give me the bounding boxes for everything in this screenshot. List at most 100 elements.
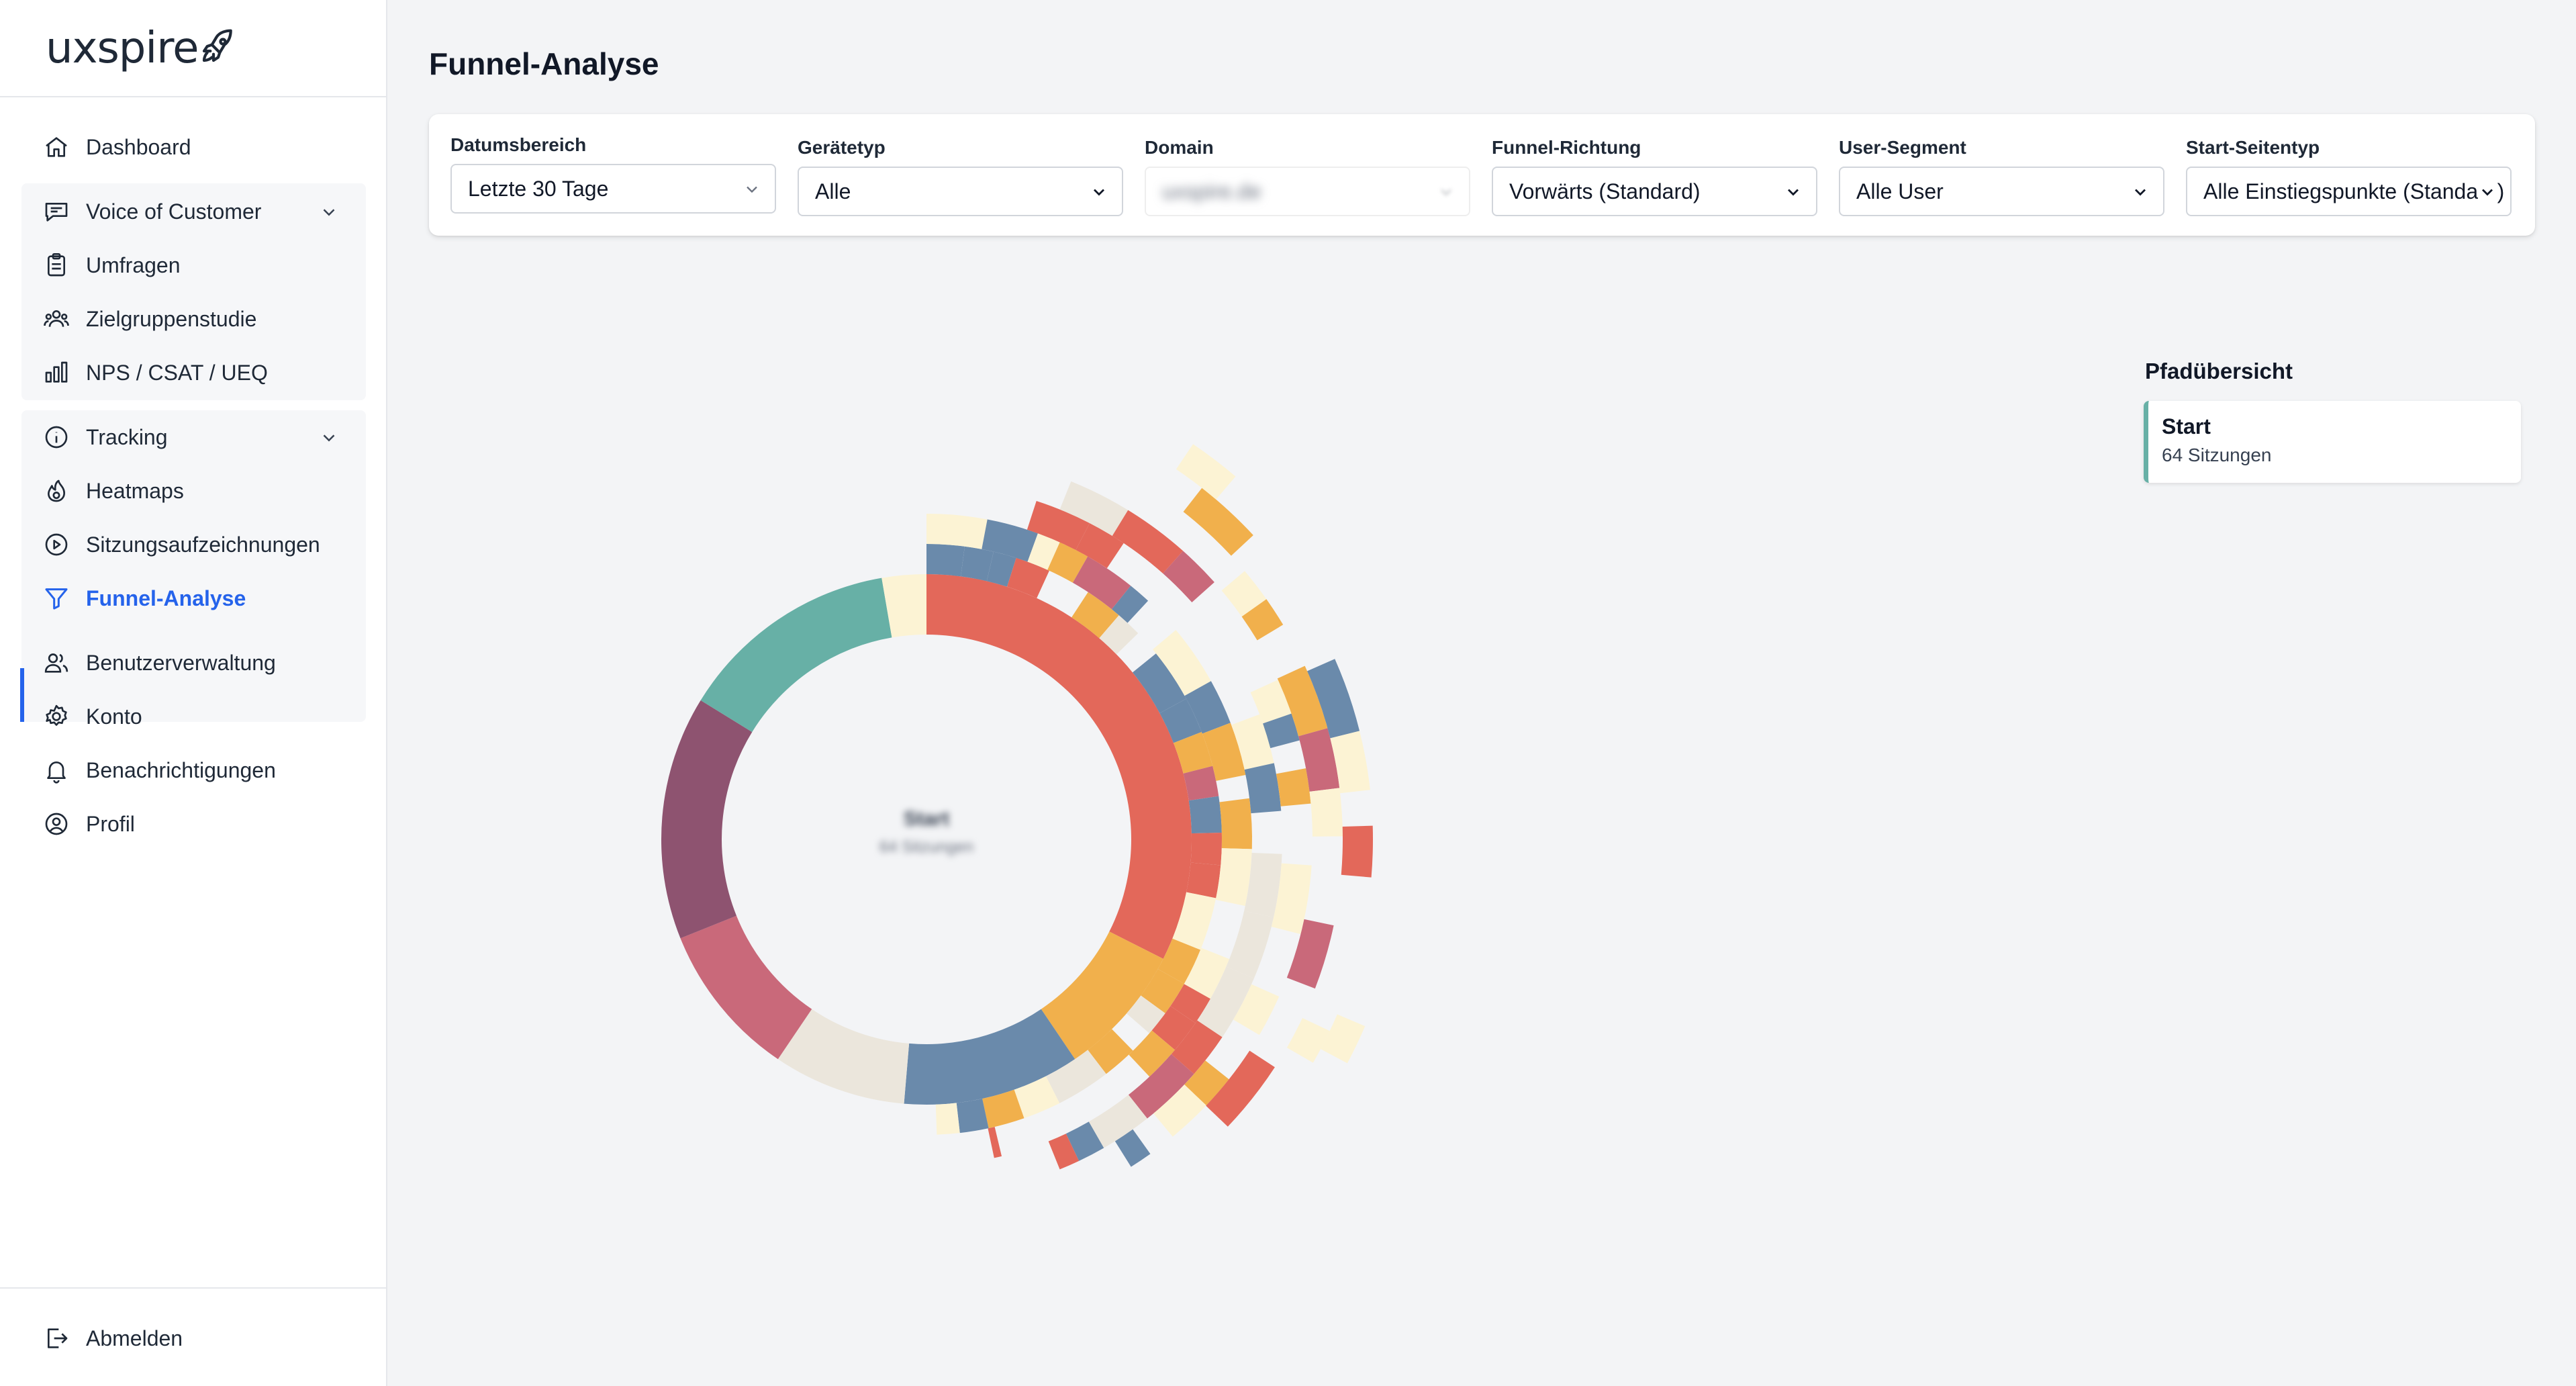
sunburst-segment[interactable] [1244,852,1282,918]
sunburst-segment[interactable] [1197,966,1254,1037]
sunburst-segment[interactable] [926,574,1192,959]
sidebar-item-profil[interactable]: Profil [21,800,366,848]
sunburst-segment[interactable] [1330,731,1370,794]
sunburst-segment[interactable] [1047,542,1088,583]
sunburst-segment[interactable] [1184,1060,1229,1106]
sunburst-segment[interactable] [1298,728,1340,792]
sunburst-segment[interactable] [935,1103,960,1135]
sunburst-segment[interactable] [1215,848,1252,907]
sunburst-segment[interactable] [926,514,988,549]
sunburst-segment[interactable] [1027,533,1060,570]
sunburst-segment[interactable] [777,1009,910,1104]
sunburst-segment[interactable] [1045,1050,1106,1103]
sunburst-segment[interactable] [1151,1006,1196,1050]
sunburst-segment[interactable] [1099,615,1139,655]
sunburst-segment[interactable] [1072,556,1131,610]
sidebar-item-nps-csat-ueq[interactable]: NPS / CSAT / UEQ [21,349,366,397]
sunburst-segment[interactable] [1277,665,1328,737]
sunburst-segment[interactable] [1307,659,1360,739]
sunburst-segment[interactable] [1219,798,1252,849]
sunburst-segment[interactable] [904,1009,1076,1105]
sunburst-segment[interactable] [1132,653,1186,713]
sunburst-segment[interactable] [1014,1076,1060,1119]
sunburst-segment[interactable] [1226,911,1274,979]
sunburst-segment[interactable] [1111,586,1149,623]
sunburst-segment[interactable] [1027,500,1090,550]
sidebar-item-konto[interactable]: Konto [21,692,366,741]
sidebar-item-benachrichtigungen[interactable]: Benachrichtigungen [21,746,366,794]
sunburst-segment[interactable] [1250,680,1292,724]
sidebar-item-sitzungsaufzeichnungen[interactable]: Sitzungsaufzeichnungen [21,520,366,569]
sidebar-item-funnel-analyse[interactable]: Funnel-Analyse [21,574,366,622]
sunburst-segment[interactable] [1152,630,1211,696]
sunburst-segment[interactable] [1088,1095,1147,1148]
sunburst-segment[interactable] [1186,862,1221,898]
sunburst-segment[interactable] [1065,1121,1104,1161]
sunburst-segment[interactable] [1071,592,1119,639]
sunburst-segment[interactable] [1309,788,1343,837]
sidebar-item-zielgruppenstudie[interactable]: Zielgruppenstudie [21,295,366,343]
sunburst-segment[interactable] [1231,714,1274,770]
sunburst-segment[interactable] [982,519,1038,562]
sunburst-segment[interactable] [1321,1014,1366,1064]
sunburst-segment[interactable] [1172,892,1217,950]
sunburst-segment[interactable] [1076,523,1124,569]
sunburst-segment[interactable] [1183,488,1253,556]
sunburst-segment[interactable] [1173,732,1213,774]
sunburst-segment[interactable] [982,1089,1024,1129]
sunburst-segment[interactable] [1041,931,1163,1060]
sunburst-segment[interactable] [1202,723,1246,781]
sunburst-segment[interactable] [961,546,994,582]
sunburst-segment[interactable] [1206,1050,1275,1127]
sunburst-segment[interactable] [881,574,926,638]
sunburst-segment[interactable] [1233,984,1280,1035]
date-range-select[interactable]: Letzte 30 Tage [450,164,776,214]
sunburst-segment[interactable] [1244,763,1282,814]
sunburst-segment[interactable] [1221,571,1267,617]
funnel-direction-select[interactable]: Vorwärts (Standard) [1492,167,1817,216]
sunburst-segment[interactable] [1088,1029,1133,1074]
domain-select[interactable]: uxspire.de [1145,167,1470,216]
sunburst-segment[interactable] [1263,713,1300,749]
sunburst-segment[interactable] [661,700,753,939]
sunburst-segment[interactable] [986,551,1016,587]
sunburst-segment[interactable] [1159,698,1202,743]
sunburst-segment[interactable] [1341,825,1373,878]
sunburst-segment[interactable] [1059,481,1129,536]
user-segment-select[interactable]: Alle User [1839,167,2164,216]
sunburst-segment[interactable] [1171,1020,1223,1074]
sunburst-segment[interactable] [1128,1054,1194,1119]
sunburst-segment[interactable] [988,1127,1002,1158]
sidebar-item-dashboard[interactable]: Dashboard [21,123,366,171]
sunburst-segment[interactable] [700,578,892,733]
sunburst-segment[interactable] [1241,599,1284,641]
sunburst-segment[interactable] [1183,766,1219,801]
sunburst-segment[interactable] [1157,938,1201,984]
sunburst-segment[interactable] [1112,510,1184,573]
chevron-down-icon[interactable] [319,202,339,222]
device-type-select[interactable]: Alle [798,167,1123,216]
sunburst-segment[interactable] [680,915,812,1060]
sidebar-item-tracking[interactable]: Tracking [21,413,366,461]
sunburst-segment[interactable] [1170,984,1210,1023]
funnel-sunburst-chart[interactable] [631,336,1504,1276]
sunburst-segment[interactable] [1184,948,1230,999]
chevron-down-icon[interactable] [319,428,339,448]
sunburst-segment[interactable] [926,544,965,577]
sunburst-segment[interactable] [1188,796,1222,834]
sunburst-segment[interactable] [956,1099,989,1134]
sunburst-segment[interactable] [1141,969,1184,1014]
sidebar-item-heatmaps[interactable]: Heatmaps [21,467,366,515]
sunburst-segment[interactable] [1176,444,1236,500]
sunburst-segment[interactable] [1048,1134,1080,1170]
start-page-type-select[interactable]: Alle Einstiegspunkte (Standard) [2186,167,2512,216]
sunburst-segment[interactable] [1286,1017,1330,1063]
sunburst-segment[interactable] [1184,681,1231,734]
sunburst-segment[interactable] [1129,1030,1176,1077]
sunburst-segment[interactable] [1271,863,1312,935]
sunburst-segment[interactable] [1276,768,1311,806]
sunburst-segment[interactable] [1153,1084,1206,1137]
path-overview-item[interactable]: Start 64 Sitzungen [2144,401,2521,483]
sidebar-item-voice-of-customer[interactable]: Voice of Customer [21,187,366,236]
sidebar-item-umfragen[interactable]: Umfragen [21,241,366,289]
